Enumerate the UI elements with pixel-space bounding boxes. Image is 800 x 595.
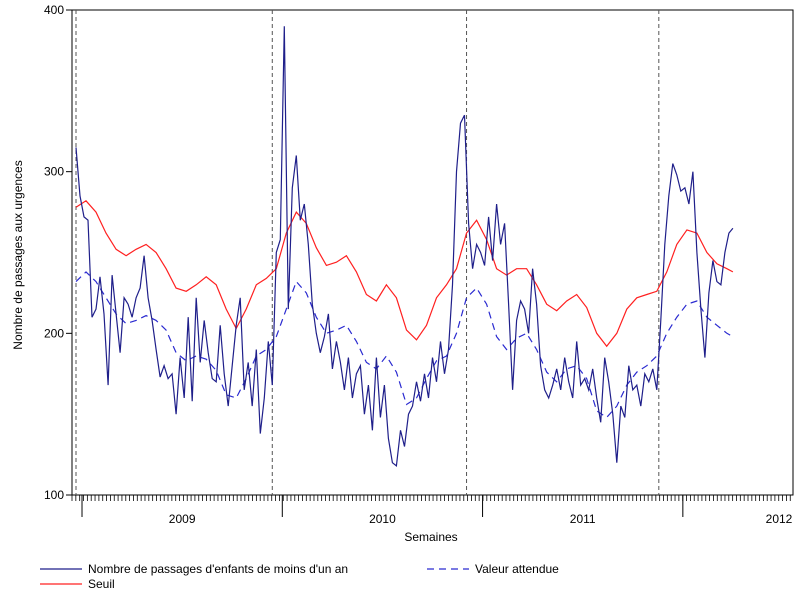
x-tick-label: 2010 — [369, 512, 396, 526]
series-line-observed — [75, 26, 734, 468]
series-line-threshold — [75, 200, 734, 348]
y-axis-title: Nombre de passages aux urgences — [11, 160, 25, 349]
x-axis-title: Semaines — [404, 530, 457, 544]
legend-label-threshold: Seuil — [88, 577, 115, 590]
plot-frame — [71, 9, 794, 496]
x-tick-label: 2011 — [570, 512, 596, 526]
y-tick-label: 200 — [44, 326, 64, 340]
legend-label-observed: Nombre de passages d'enfants de moins d'… — [88, 562, 348, 576]
y-tick-label: 400 — [44, 3, 64, 17]
x-tick-label: 2009 — [169, 512, 196, 526]
legend: Nombre de passages d'enfants de moins d'… — [40, 562, 559, 591]
plot-area: 100 200 300 400 2009 2010 2011 2012 — [44, 3, 794, 526]
x-tick-label: 2012 — [766, 512, 793, 526]
y-tick-label: 300 — [44, 165, 64, 179]
y-tick-label: 100 — [44, 488, 64, 502]
legend-label-expected: Valeur attendue — [475, 562, 559, 576]
